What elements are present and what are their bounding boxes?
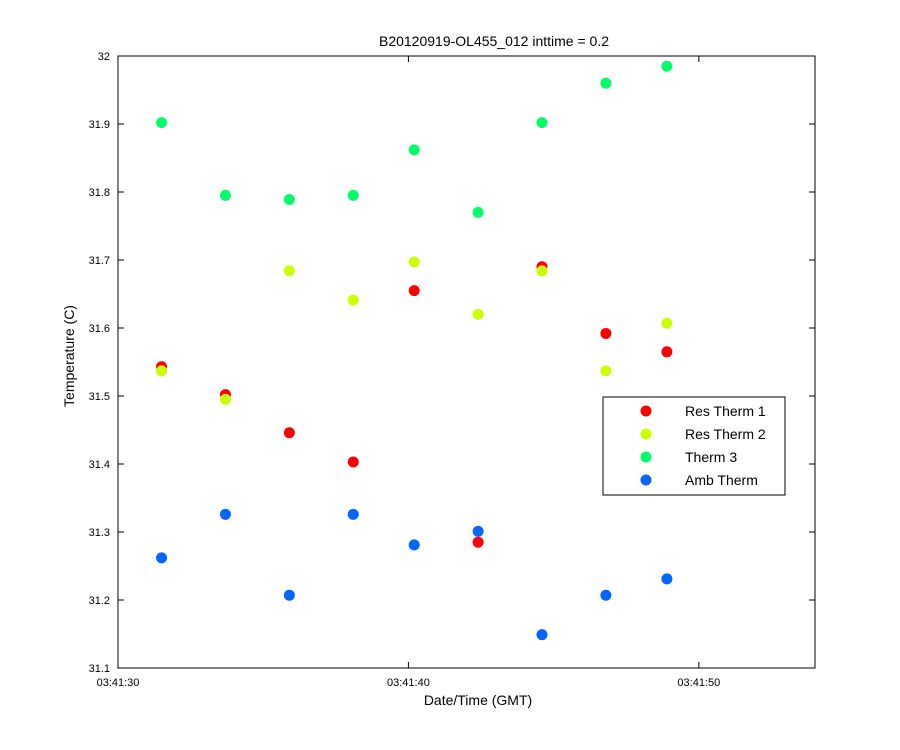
data-point-res-therm-2 (536, 265, 548, 277)
data-point-amb-therm (156, 552, 168, 564)
data-point-res-therm-1 (600, 327, 612, 339)
y-axis-title: Temperature (C) (61, 305, 77, 407)
data-point-therm-3 (600, 77, 612, 89)
data-point-amb-therm (283, 589, 295, 601)
data-point-amb-therm (408, 539, 420, 551)
legend-box (602, 396, 786, 496)
y-tick-label: 31.2 (89, 595, 110, 607)
data-point-therm-3 (347, 189, 359, 201)
data-point-amb-therm (219, 508, 231, 520)
data-point-res-therm-2 (347, 294, 359, 306)
y-tick-label: 31.6 (89, 323, 110, 335)
legend-marker (640, 451, 652, 463)
axis-ticks: 31.1 31.2 31.3 31.4 31.5 31.6 31.7 31.8 31.9 32 03… (89, 51, 815, 689)
y-tick-label: 31.9 (89, 119, 110, 131)
data-point-res-therm-1 (408, 285, 420, 297)
legend-label: Res Therm 2 (685, 426, 766, 442)
x-tick-label: 03:41:30 (97, 677, 140, 689)
legend-marker (640, 428, 652, 440)
data-point-res-therm-2 (661, 317, 673, 329)
data-point-res-therm-2 (156, 365, 168, 377)
data-point-res-therm-1 (283, 427, 295, 439)
legend-label: Amb Therm (685, 472, 758, 488)
data-point-amb-therm (600, 589, 612, 601)
data-point-res-therm-2 (600, 365, 612, 377)
chart-title: B20120919-OL455_012 inttime = 0.2 (379, 33, 609, 49)
data-point-amb-therm (661, 573, 673, 585)
data-point-amb-therm (536, 629, 548, 641)
legend-marker (640, 474, 652, 486)
y-tick-label: 31.5 (89, 391, 110, 403)
data-point-res-therm-2 (219, 393, 231, 405)
data-point-res-therm-2 (283, 265, 295, 277)
y-tick-label: 31.8 (89, 187, 110, 199)
plot-area (117, 55, 816, 669)
x-axis-title: Date/Time (GMT) (424, 692, 532, 708)
y-tick-label: 31.1 (89, 663, 110, 675)
data-points (156, 60, 673, 641)
x-tick-label: 03:41:50 (677, 677, 720, 689)
data-point-res-therm-1 (472, 536, 484, 548)
data-point-therm-3 (661, 60, 673, 72)
data-point-res-therm-1 (661, 346, 673, 358)
x-tick-label: 03:41:40 (387, 677, 430, 689)
data-point-res-therm-2 (408, 256, 420, 268)
legend-marker (640, 405, 652, 417)
data-point-therm-3 (219, 189, 231, 201)
data-point-amb-therm (472, 525, 484, 537)
legend-label: Res Therm 1 (685, 403, 766, 419)
legend: Res Therm 1 Res Therm 2 Therm 3 Amb Therm (602, 396, 786, 496)
data-point-therm-3 (536, 117, 548, 129)
data-point-therm-3 (408, 144, 420, 156)
data-point-res-therm-1 (347, 456, 359, 468)
data-point-therm-3 (156, 117, 168, 129)
y-tick-label: 32 (98, 51, 110, 63)
y-tick-label: 31.3 (89, 527, 110, 539)
y-tick-label: 31.7 (89, 255, 110, 267)
data-point-res-therm-2 (472, 308, 484, 320)
data-point-amb-therm (347, 508, 359, 520)
y-tick-label: 31.4 (89, 459, 110, 471)
data-point-therm-3 (283, 193, 295, 205)
legend-label: Therm 3 (685, 449, 737, 465)
data-point-therm-3 (472, 206, 484, 218)
